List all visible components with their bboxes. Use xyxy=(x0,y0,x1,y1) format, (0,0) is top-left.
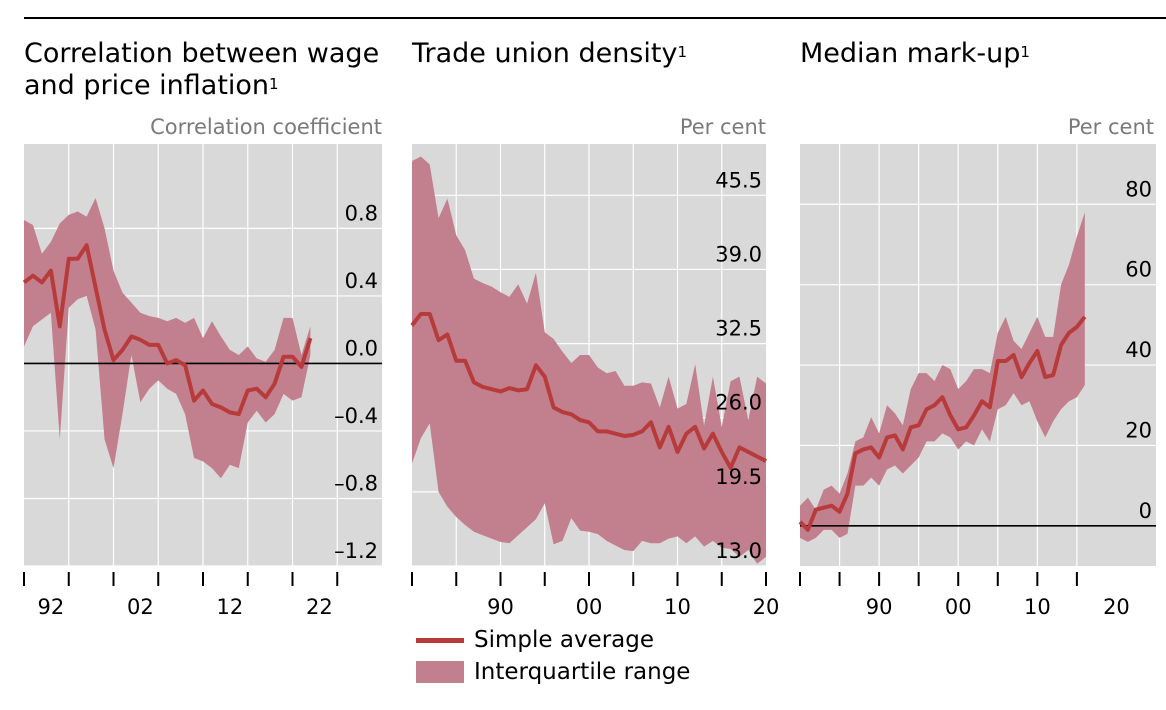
panel-2-chart: 45.5 39.0 32.5 26.0 19.5 13.0 90 00 10 20 xyxy=(410,144,779,619)
y-tick-label: –0.8 xyxy=(334,471,378,495)
panel-3-title-line-1: Median mark-up xyxy=(800,38,1021,69)
x-tick-label: 92 xyxy=(37,595,64,619)
y-tick-label: 0.4 xyxy=(345,269,378,293)
panel-1-unit: Correlation coefficient xyxy=(150,115,382,139)
x-tick-label: 10 xyxy=(1024,595,1051,619)
plot-background xyxy=(800,144,1156,566)
legend-item-average: Simple average xyxy=(416,624,690,656)
simple-average-line xyxy=(410,311,767,470)
panel-3-footnote: 1 xyxy=(1020,43,1030,61)
x-tick-label: 10 xyxy=(664,595,691,619)
y-tick-label: –1.2 xyxy=(334,539,378,563)
y-tick-label: 60 xyxy=(1125,258,1152,282)
top-rule xyxy=(24,17,1166,19)
x-tick-label: 90 xyxy=(866,595,893,619)
y-tick-label: 80 xyxy=(1125,177,1152,201)
x-tick-label: 12 xyxy=(216,595,243,619)
legend-band-swatch xyxy=(416,661,464,683)
panel-1-title-line-2: and price inflation xyxy=(24,70,270,101)
panel-1-title: Correlation between wage and price infla… xyxy=(24,38,379,102)
panel-1-title-line-1: Correlation between wage xyxy=(24,38,380,69)
legend-label-average: Simple average xyxy=(474,627,655,653)
interquartile-band xyxy=(412,156,766,564)
y-tick-label: 20 xyxy=(1125,418,1152,442)
panel-2-unit: Per cent xyxy=(679,115,766,139)
panel-1-footnote: 1 xyxy=(269,75,279,93)
y-tick-label: 45.5 xyxy=(715,168,762,192)
legend-item-range: Interquartile range xyxy=(416,656,690,688)
x-tick-label: 20 xyxy=(753,595,780,619)
panel-3-chart: 80 60 40 20 0 90 00 10 20 xyxy=(798,144,1156,619)
panel-2-title: Trade union density1 xyxy=(412,38,687,70)
simple-average-line xyxy=(798,315,1087,532)
panel-2-title-line-1: Trade union density xyxy=(412,38,678,69)
y-tick-label: 0 xyxy=(1139,499,1152,523)
y-tick-label: –0.4 xyxy=(334,404,378,428)
x-tick-label: 00 xyxy=(576,595,603,619)
panel-2-footnote: 1 xyxy=(677,43,687,61)
x-tick-label: 90 xyxy=(487,595,514,619)
y-tick-label: 39.0 xyxy=(715,242,762,266)
legend-line-swatch xyxy=(416,637,464,643)
y-tick-label: 0.8 xyxy=(345,201,378,225)
x-tick-label: 02 xyxy=(127,595,154,619)
panel-1-chart: 0.8 0.4 0.0 –0.4 –0.8 –1.2 92 02 12 22 xyxy=(22,144,382,619)
x-tick-label: 20 xyxy=(1103,595,1130,619)
legend-label-range: Interquartile range xyxy=(474,659,691,685)
interquartile-band xyxy=(800,212,1085,542)
interquartile-band xyxy=(24,198,311,479)
y-tick-label: 0.0 xyxy=(345,336,378,360)
simple-average-line xyxy=(22,243,313,417)
panel-3-title: Median mark-up1 xyxy=(800,38,1030,70)
x-tick-label: 22 xyxy=(306,595,333,619)
y-tick-label: 40 xyxy=(1125,338,1152,362)
legend: Simple average Interquartile range xyxy=(416,624,690,688)
y-tick-label: 13.0 xyxy=(715,539,762,563)
x-tick-label: 00 xyxy=(945,595,972,619)
panel-3-unit: Per cent xyxy=(1067,115,1154,139)
y-tick-label: 32.5 xyxy=(715,317,762,341)
y-tick-label: 19.5 xyxy=(715,465,762,489)
y-tick-label: 26.0 xyxy=(715,391,762,415)
